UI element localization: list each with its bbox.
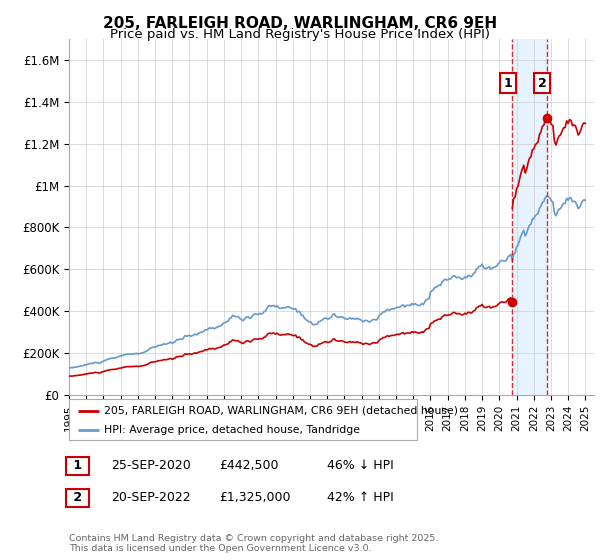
Text: £1,325,000: £1,325,000 [219,491,290,505]
Text: 1: 1 [503,77,512,90]
Text: 205, FARLEIGH ROAD, WARLINGHAM, CR6 9EH (detached house): 205, FARLEIGH ROAD, WARLINGHAM, CR6 9EH … [104,405,458,416]
Text: Contains HM Land Registry data © Crown copyright and database right 2025.
This d: Contains HM Land Registry data © Crown c… [69,534,439,553]
Text: 1: 1 [69,459,86,473]
Text: Price paid vs. HM Land Registry's House Price Index (HPI): Price paid vs. HM Land Registry's House … [110,28,490,41]
Text: 25-SEP-2020: 25-SEP-2020 [111,459,191,473]
Text: 42% ↑ HPI: 42% ↑ HPI [327,491,394,505]
Text: 205, FARLEIGH ROAD, WARLINGHAM, CR6 9EH: 205, FARLEIGH ROAD, WARLINGHAM, CR6 9EH [103,16,497,31]
Text: HPI: Average price, detached house, Tandridge: HPI: Average price, detached house, Tand… [104,424,360,435]
Text: 46% ↓ HPI: 46% ↓ HPI [327,459,394,473]
Bar [512,39,547,395]
Text: 2: 2 [538,77,547,90]
Text: 20-SEP-2022: 20-SEP-2022 [111,491,191,505]
Text: £442,500: £442,500 [219,459,278,473]
Text: 2: 2 [69,491,86,505]
